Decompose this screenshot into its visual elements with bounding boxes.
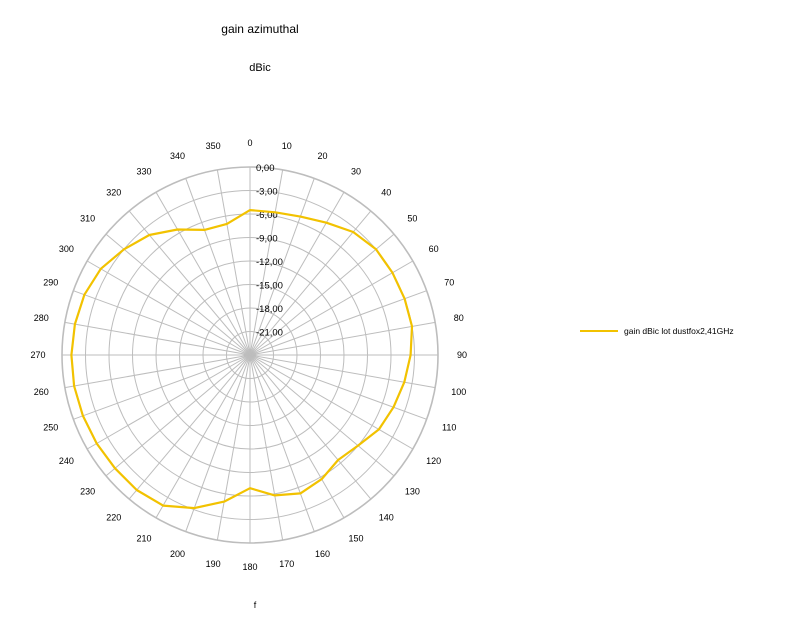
angle-label: 260 (34, 387, 49, 397)
angle-label: 280 (34, 313, 49, 323)
radial-label: -21,00 (256, 328, 283, 339)
grid-spoke (249, 354, 372, 500)
grid-spoke (86, 354, 251, 450)
legend-label: gain dBic lot dustfox2,41GHz (624, 326, 734, 336)
angle-label: 340 (170, 151, 185, 161)
bottom-label: f (253, 600, 257, 610)
grid-spoke (249, 321, 436, 356)
grid-spoke (249, 354, 427, 420)
grid-spoke (155, 354, 251, 519)
grid-spoke (105, 233, 251, 356)
angle-label: 310 (80, 214, 95, 224)
grid-spoke (216, 169, 251, 356)
angle-label: 200 (170, 549, 185, 559)
radial-label: 0,00 (256, 163, 275, 174)
angle-label: 90 (457, 350, 467, 360)
angle-label: 150 (348, 534, 363, 544)
legend-swatch (580, 330, 618, 332)
angle-label: 60 (429, 244, 439, 254)
radial-label: -6,00 (256, 210, 278, 221)
angle-label: 160 (315, 549, 330, 559)
angle-label: 240 (59, 456, 74, 466)
angle-label: 0 (247, 138, 252, 148)
legend: gain dBic lot dustfox2,41GHz (580, 326, 734, 336)
angle-label: 20 (318, 151, 328, 161)
angle-labels: 0 10 20 30 40 50 60 70 80 90 100 110 120 130 140 150 160… (30, 138, 467, 572)
angle-label: 10 (282, 141, 292, 151)
grid-spoke (249, 354, 395, 477)
grid-spoke (249, 178, 315, 356)
angle-label: 300 (59, 244, 74, 254)
grid-spoke (249, 354, 315, 532)
grid-spoke (105, 354, 251, 477)
angle-label: 270 (30, 350, 45, 360)
chart-subtitle: dBic (249, 62, 271, 74)
angle-label: 140 (379, 512, 394, 522)
angle-label: 100 (451, 387, 466, 397)
series-layer (70, 209, 414, 510)
grid-spoke (249, 354, 414, 450)
radial-label: -12,00 (256, 257, 283, 268)
angle-label: 110 (442, 423, 456, 433)
angle-label: 290 (43, 277, 58, 287)
grid-spoke (249, 210, 372, 356)
radial-label: -15,00 (256, 281, 283, 292)
grid-spoke (128, 354, 251, 500)
grid-spoke (249, 233, 395, 356)
angle-label: 210 (136, 534, 151, 544)
radial-labels: 0,00 -3,00 -6,00 -9,00 -12,00 -15,00 -18,00 -21… (256, 163, 283, 339)
angle-label: 30 (351, 166, 361, 176)
angle-label: 40 (381, 188, 391, 198)
grid-spoke (249, 260, 414, 356)
angle-label: 220 (106, 512, 121, 522)
angle-label: 130 (405, 486, 420, 496)
grid-spoke (185, 178, 251, 356)
angle-label: 70 (444, 277, 454, 287)
grid-spoke (249, 191, 345, 356)
polar-grid (61, 166, 439, 544)
radial-label: -18,00 (256, 304, 283, 315)
radial-label: -3,00 (256, 187, 278, 198)
grid-spoke (155, 191, 251, 356)
grid-spoke (64, 354, 251, 389)
grid-spoke (185, 354, 251, 532)
angle-label: 80 (454, 313, 464, 323)
angle-label: 350 (206, 141, 221, 151)
angle-label: 190 (206, 559, 221, 569)
angle-label: 50 (407, 214, 417, 224)
grid-spoke (73, 290, 251, 356)
radial-label: -9,00 (256, 234, 278, 245)
grid-spoke (249, 354, 345, 519)
grid-spoke (64, 321, 251, 356)
angle-label: 170 (279, 559, 294, 569)
grid-spoke (249, 354, 284, 541)
grid-spoke (216, 354, 251, 541)
grid-spoke (249, 169, 284, 356)
angle-label: 230 (80, 486, 95, 496)
grid-spoke (249, 290, 427, 356)
grid-spoke (73, 354, 251, 420)
angle-label: 320 (106, 188, 121, 198)
angle-label: 120 (426, 456, 441, 466)
angle-label: 180 (242, 562, 257, 572)
grid-spoke (86, 260, 251, 356)
chart-title: gain azimuthal (221, 22, 299, 36)
series-line (70, 209, 414, 510)
angle-label: 330 (136, 166, 151, 176)
angle-label: 250 (43, 423, 58, 433)
